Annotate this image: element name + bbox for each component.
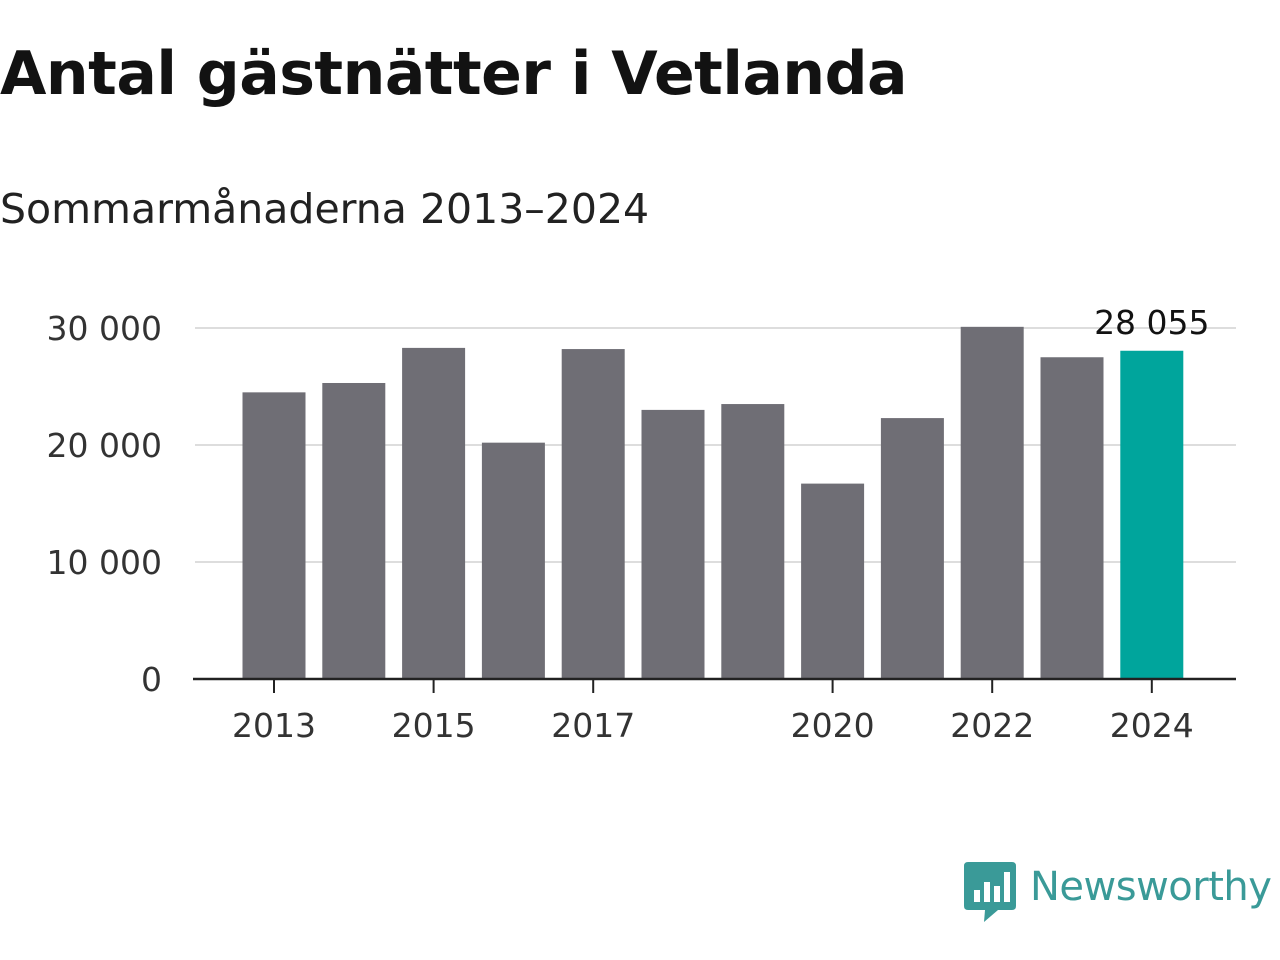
y-axis-ticks: 0 10 000 20 000 30 000 xyxy=(47,309,162,699)
chart-title: Antal gästnätter i Vetlanda xyxy=(0,39,908,109)
newsworthy-logo: Newsworthy xyxy=(962,860,1272,926)
x-tick-label: 2024 xyxy=(1110,706,1194,745)
x-tick-label: 2017 xyxy=(551,706,635,745)
x-tick-label: 2015 xyxy=(392,706,476,745)
bar-2024 xyxy=(1120,350,1184,679)
x-axis-ticks: 2013 2015 2017 2020 2022 2024 xyxy=(232,679,1194,745)
x-tick-label: 2020 xyxy=(791,706,875,745)
annotations: 28 055 xyxy=(1094,303,1209,342)
y-tick-label: 30 000 xyxy=(47,309,162,348)
bars xyxy=(242,326,1184,679)
chart-subtitle: Sommarmånaderna 2013–2024 xyxy=(0,185,650,233)
bar-2013 xyxy=(242,392,306,679)
bar-2015 xyxy=(402,347,466,679)
bar-2020 xyxy=(801,483,865,679)
bar-2019 xyxy=(721,404,785,679)
bar-2018 xyxy=(641,409,705,679)
bar-2021 xyxy=(880,418,944,679)
y-tick-label: 10 000 xyxy=(47,543,162,582)
data-label: 28 055 xyxy=(1094,303,1209,342)
y-tick-label: 20 000 xyxy=(47,426,162,465)
bar-2023 xyxy=(1040,357,1104,679)
bar-2022 xyxy=(960,326,1024,679)
x-tick-label: 2022 xyxy=(950,706,1034,745)
bar-2016 xyxy=(481,442,545,679)
bar-2017 xyxy=(561,349,625,679)
newsworthy-logo-icon xyxy=(964,862,1016,922)
x-tick-label: 2013 xyxy=(232,706,316,745)
y-tick-label: 0 xyxy=(141,660,162,699)
brand-name: Newsworthy xyxy=(1030,864,1272,910)
bar-2014 xyxy=(322,382,386,679)
